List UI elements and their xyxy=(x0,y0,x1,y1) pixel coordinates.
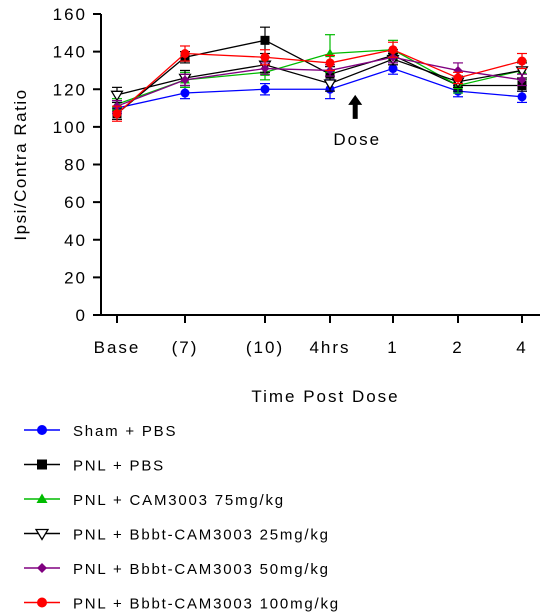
x-axis-label: Time Post Dose xyxy=(251,387,399,406)
legend-item: PNL + Bbbt-CAM3003 25mg/kg xyxy=(24,527,330,544)
series-5 xyxy=(112,51,527,113)
legend-item: Sham + PBS xyxy=(24,423,177,440)
series-2 xyxy=(112,26,527,120)
data-point xyxy=(260,35,270,45)
series-layer xyxy=(110,26,529,122)
legend-marker xyxy=(36,493,48,503)
legend-label: PNL + CAM3003 75mg/kg xyxy=(73,492,285,509)
dose-annotation: Dose xyxy=(333,130,381,149)
data-point xyxy=(112,109,122,119)
axes: 0 20 40 60 80 100 120 140 160 Base (7) (10) 4hrs 1 2 4 xyxy=(53,5,540,357)
legend-item: PNL + PBS xyxy=(24,458,165,475)
data-point xyxy=(110,90,124,102)
data-point xyxy=(388,45,398,55)
y-tick-label: 160 xyxy=(53,5,87,24)
y-tick-label: 100 xyxy=(53,118,87,137)
x-tick-label: 4 xyxy=(516,338,527,357)
y-axis-label: Ipsi/Contra Ratio xyxy=(11,88,30,240)
legend-label: PNL + Bbbt-CAM3003 100mg/kg xyxy=(73,596,340,613)
data-point xyxy=(260,52,270,62)
data-point xyxy=(517,75,527,85)
legend-marker xyxy=(37,425,47,435)
legend-item: PNL + CAM3003 75mg/kg xyxy=(24,492,285,509)
legend-label: PNL + Bbbt-CAM3003 50mg/kg xyxy=(73,561,330,578)
legend-label: PNL + PBS xyxy=(73,458,165,475)
data-point xyxy=(388,64,398,74)
y-tick-label: 20 xyxy=(64,268,87,287)
x-tick-label: (10) xyxy=(246,338,284,357)
dose-arrow xyxy=(348,94,363,119)
legend-marker xyxy=(37,563,47,573)
y-tick-label: 40 xyxy=(64,231,87,250)
legend-marker xyxy=(37,459,47,470)
data-point xyxy=(517,92,527,102)
legend-item: PNL + Bbbt-CAM3003 100mg/kg xyxy=(24,596,340,613)
data-point xyxy=(453,73,463,83)
legend-item: PNL + Bbbt-CAM3003 50mg/kg xyxy=(24,561,330,578)
y-tick-label: 120 xyxy=(53,80,87,99)
x-tick-label: 1 xyxy=(387,338,398,357)
data-point xyxy=(517,56,527,66)
y-tick-label: 0 xyxy=(76,306,87,325)
legend-label: PNL + Bbbt-CAM3003 25mg/kg xyxy=(73,527,330,544)
data-point xyxy=(323,79,337,91)
x-tick-label: 2 xyxy=(452,338,463,357)
series-3 xyxy=(112,34,527,111)
data-point xyxy=(180,88,190,98)
legend-label: Sham + PBS xyxy=(73,423,177,440)
series-6 xyxy=(112,41,527,122)
x-tick-label: Base xyxy=(94,338,141,357)
annotation-layer: Dose xyxy=(333,94,381,149)
x-tick-label: (7) xyxy=(172,338,199,357)
data-point xyxy=(180,49,190,59)
data-point xyxy=(260,64,270,74)
y-tick-label: 60 xyxy=(64,193,87,212)
data-point xyxy=(180,75,190,85)
x-tick-label: 4hrs xyxy=(309,338,350,357)
y-tick-label: 140 xyxy=(53,43,87,62)
legend: Sham + PBS PNL + PBS PNL + CAM3003 75mg/kg… xyxy=(24,423,340,613)
data-point xyxy=(325,58,335,68)
legend-marker xyxy=(37,597,47,608)
y-tick-label: 80 xyxy=(64,156,87,175)
data-point xyxy=(260,84,270,94)
legend-marker xyxy=(34,528,50,541)
